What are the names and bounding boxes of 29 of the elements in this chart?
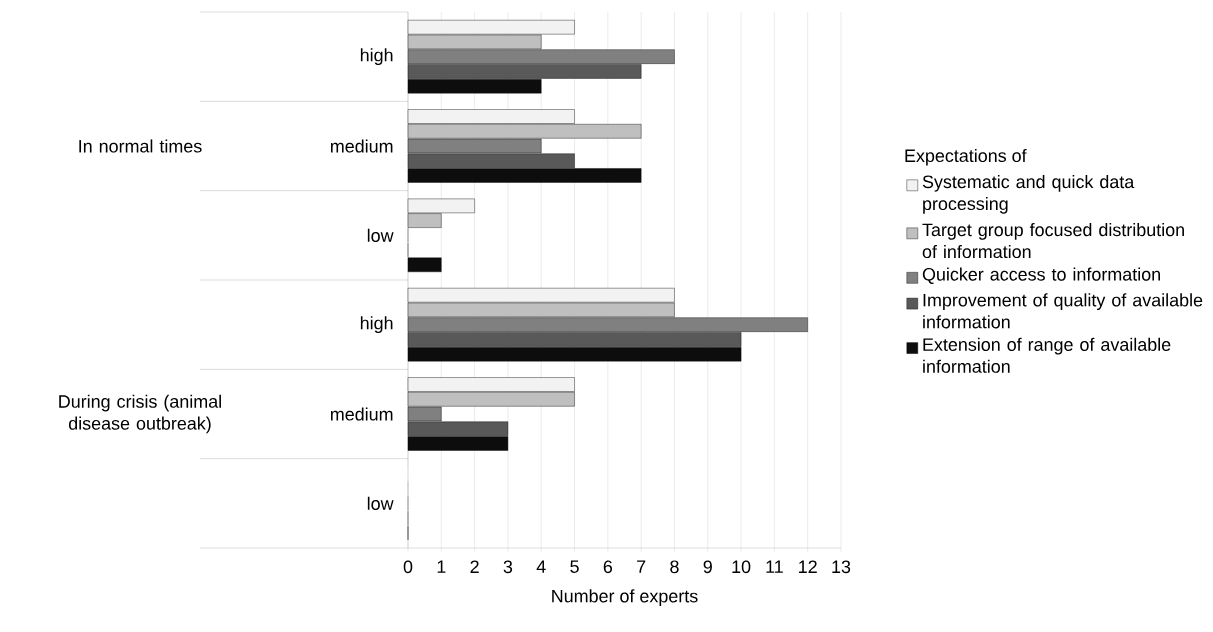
x-tick-label: 1 xyxy=(437,560,446,573)
x-tick-label: 8 xyxy=(670,560,679,574)
x-tick-label: 5 xyxy=(570,560,579,573)
y-tick-label: low xyxy=(367,228,394,242)
text: During crisis (animal disease outbreak) xyxy=(59,394,221,434)
y-tick-label: high xyxy=(360,316,393,334)
y-tick-label: medium xyxy=(330,407,393,421)
legend-label: Extension of range of available information xyxy=(923,337,1171,373)
x-tick-label: 2 xyxy=(470,560,479,573)
x-tick-label: 12 xyxy=(799,560,817,573)
legend-label: Quicker access to information xyxy=(922,267,1160,284)
y-tick-label: medium xyxy=(330,139,393,153)
x-tick-label: 3 xyxy=(503,560,513,574)
x-axis-title: Number of experts xyxy=(552,589,698,606)
legend-label: Target group focused distribution of information xyxy=(922,223,1184,259)
legend-label: Improvement of quality of available information xyxy=(923,293,1203,329)
y-tick-label: high xyxy=(360,48,393,66)
y-tick-label: low xyxy=(367,496,394,510)
x-tick-label: 7 xyxy=(637,560,646,573)
legend-label: Systematic and quick data processing xyxy=(922,174,1135,214)
x-tick-label: 6 xyxy=(603,560,613,574)
x-tick-label: 4 xyxy=(536,560,546,573)
x-tick-label: 0 xyxy=(403,560,413,574)
legend-title: Expectations of xyxy=(905,148,1027,166)
x-tick-label: 9 xyxy=(703,560,712,574)
x-tick-label: 10 xyxy=(732,560,751,574)
text: In normal times xyxy=(79,139,202,153)
x-tick-label: 13 xyxy=(832,560,851,574)
x-tick-label: 11 xyxy=(766,560,783,573)
